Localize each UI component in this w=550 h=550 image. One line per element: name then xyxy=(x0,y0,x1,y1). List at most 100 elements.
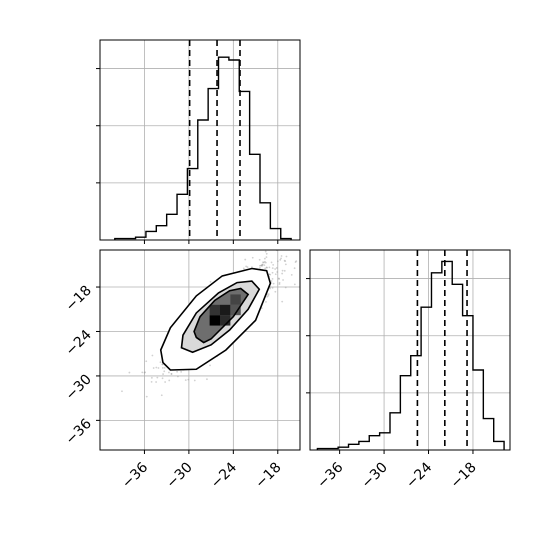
scatter-point xyxy=(163,370,166,373)
scatter-point xyxy=(251,266,253,269)
marginal-histogram-y: −36 −30 −24 −18 xyxy=(306,249,511,492)
scatter-point xyxy=(300,258,302,260)
y-tick-label: −30 xyxy=(63,371,95,403)
scatter-point xyxy=(274,268,277,270)
axes-frame xyxy=(309,249,511,451)
scatter-point xyxy=(284,260,287,263)
scatter-point xyxy=(244,258,247,261)
scatter-point xyxy=(161,363,164,366)
scatter-point xyxy=(159,361,162,364)
scatter-point xyxy=(264,261,267,264)
contour-line xyxy=(180,280,261,354)
histogram-step xyxy=(316,260,505,450)
scatter-point xyxy=(270,261,273,264)
x-tick-label: −24 xyxy=(208,459,240,491)
density-cell xyxy=(209,304,220,316)
scatter-point xyxy=(141,371,144,374)
scatter-point xyxy=(267,293,270,296)
density-cell xyxy=(220,304,231,316)
scatter-point xyxy=(152,367,155,369)
histogram-step xyxy=(114,56,292,240)
scatter-point xyxy=(265,266,268,269)
scatter-point xyxy=(260,264,263,267)
scatter-point xyxy=(281,269,284,272)
scatter-point xyxy=(264,250,267,253)
scatter-point xyxy=(271,286,274,289)
scatter-point xyxy=(170,372,173,375)
scatter-point xyxy=(263,260,266,263)
scatter-point xyxy=(161,367,164,369)
scatter-point xyxy=(290,273,293,276)
scatter-point xyxy=(272,282,275,285)
scatter-point xyxy=(258,258,261,261)
scatter-point xyxy=(284,263,287,266)
scatter-point xyxy=(271,277,274,280)
scatter-point xyxy=(264,267,267,270)
scatter-point xyxy=(156,376,159,379)
scatter-point xyxy=(259,264,261,267)
scatter-point xyxy=(150,380,153,383)
scatter-point xyxy=(160,394,163,397)
scatter-point xyxy=(145,395,148,398)
scatter-point xyxy=(278,281,281,284)
scatter-point xyxy=(271,267,274,270)
scatter-point xyxy=(272,263,275,266)
y-tick-label: −18 xyxy=(63,283,95,315)
x-tick-label: −30 xyxy=(359,460,391,492)
scatter-point xyxy=(266,266,268,269)
scatter-point xyxy=(242,267,245,270)
scatter-point xyxy=(280,255,283,257)
scatter-point xyxy=(263,264,266,267)
scatter-point xyxy=(267,294,270,297)
x-tick-label: −36 xyxy=(119,459,151,491)
contour-line xyxy=(193,287,250,344)
y-tick-label: −36 xyxy=(63,416,95,448)
scatter-point xyxy=(276,271,279,273)
scatter-point xyxy=(281,272,284,275)
scatter-point xyxy=(263,257,266,260)
scatter-point xyxy=(260,264,263,267)
axes-frame xyxy=(99,39,301,241)
scatter-point xyxy=(176,370,178,373)
x-tick-label: −36 xyxy=(314,459,346,491)
scatter-point xyxy=(251,256,254,259)
axes-frame xyxy=(99,249,301,451)
scatter-point xyxy=(177,375,179,378)
density-cell xyxy=(209,315,220,326)
density-cell xyxy=(220,315,231,326)
scatter-point xyxy=(284,286,287,289)
scatter-point xyxy=(283,269,286,272)
scatter-point xyxy=(294,261,297,263)
scatter-point xyxy=(274,290,277,293)
scatter-point xyxy=(279,258,282,261)
density-cell xyxy=(230,304,241,316)
scatter-point xyxy=(291,244,293,246)
marginal-histogram-x xyxy=(96,39,301,244)
scatter-point xyxy=(155,381,158,383)
scatter-point xyxy=(265,252,268,255)
x-tick-label: −24 xyxy=(403,459,435,491)
scatter-point xyxy=(275,246,277,248)
scatter-point xyxy=(293,283,296,286)
scatter-point xyxy=(259,267,261,269)
scatter-point xyxy=(157,367,160,369)
scatter-point xyxy=(193,379,196,382)
scatter-point xyxy=(168,379,171,382)
scatter-point xyxy=(151,354,154,357)
scatter-point xyxy=(271,271,274,274)
scatter-point xyxy=(268,266,271,269)
scatter-point xyxy=(206,378,208,381)
x-tick-label: −18 xyxy=(448,460,480,492)
joint-density-panel: −36 −30 −24 −18 −18 −24 −30 −36 xyxy=(63,244,302,492)
scatter-point xyxy=(209,364,211,367)
scatter-point xyxy=(283,259,286,262)
scatter-point xyxy=(180,371,183,373)
scatter-point xyxy=(268,273,271,276)
scatter-point xyxy=(145,360,148,363)
scatter-point xyxy=(270,280,273,282)
x-tick-label: −30 xyxy=(164,460,196,492)
contour-line xyxy=(159,267,272,371)
scatter-point xyxy=(170,373,173,375)
y-tick-label: −24 xyxy=(63,327,95,359)
